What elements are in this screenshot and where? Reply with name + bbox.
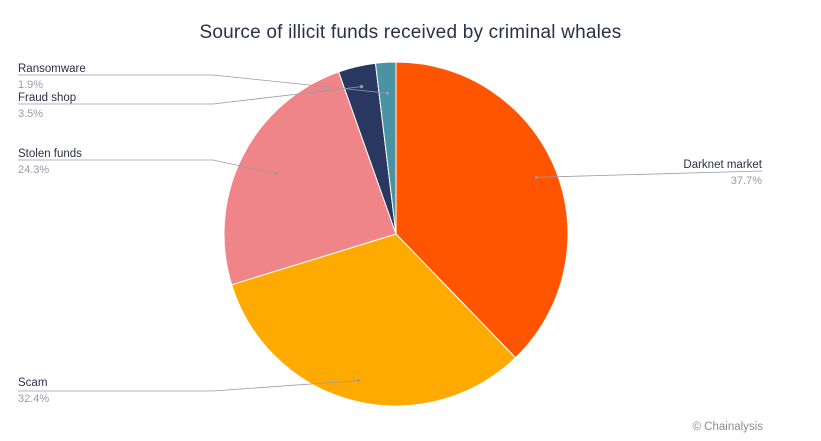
label-ransomware: Ransomware: [18, 63, 86, 75]
leader-dot-darknet-market: [534, 175, 538, 179]
leader-dot-fraud-shop: [359, 85, 364, 89]
leader-line-stolen-funds: [18, 159, 277, 175]
leader-line-fraud-shop: [18, 86, 362, 105]
value-darknet-market: 37.7%: [731, 175, 762, 187]
chart-title: Source of illicit funds received by crim…: [199, 22, 622, 43]
value-scam: 32.4%: [18, 393, 49, 405]
leader-line-darknet-market: [536, 170, 763, 178]
value-stolen-funds: 24.3%: [18, 164, 49, 176]
label-stolen-funds: Stolen funds: [18, 148, 82, 160]
label-scam: Scam: [18, 377, 47, 389]
source-credit: © Chainalysis: [692, 421, 763, 433]
pie-slices: [223, 61, 569, 407]
slice-darknet-market: [395, 61, 569, 359]
leader-lines: [18, 74, 763, 392]
leader-line-ransomware: [18, 74, 388, 94]
slice-ransomware: [374, 61, 397, 235]
value-ransomware: 1.9%: [18, 79, 43, 91]
leader-dot-scam: [356, 378, 360, 383]
value-fraud-shop: 3.5%: [18, 108, 43, 120]
slice-scam: [231, 233, 517, 407]
label-fraud-shop: Fraud shop: [18, 92, 76, 104]
label-darknet-market: Darknet market: [683, 159, 762, 171]
leader-dot-stolen-funds: [274, 172, 278, 176]
leader-dot-ransomware: [385, 91, 390, 95]
slice-labels: Darknet market 37.7% Scam 32.4% Stolen funds…: [18, 63, 763, 405]
leader-line-scam: [18, 380, 359, 392]
slice-stolen-funds: [223, 71, 397, 286]
